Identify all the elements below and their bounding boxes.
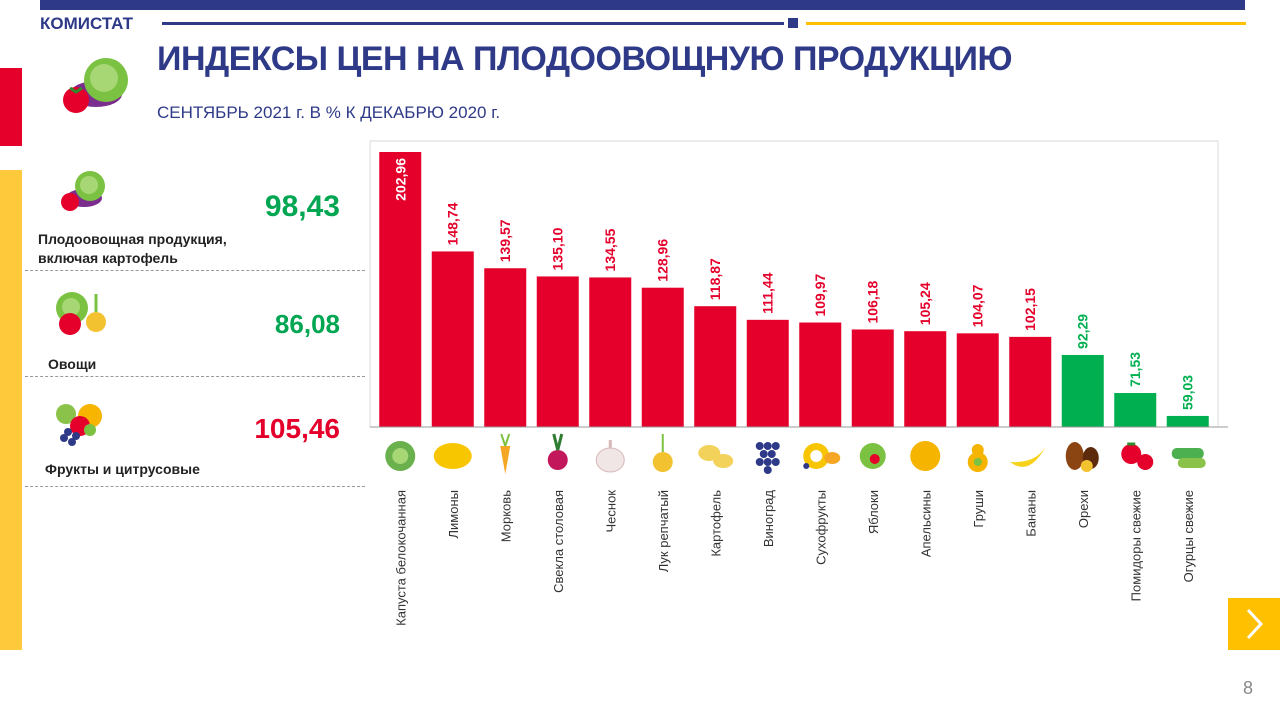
summary-value-vegetables: 86,08 [140,309,340,340]
data-label: 104,07 [970,284,986,327]
category-label: Сухофрукты [813,490,828,565]
data-label: 135,10 [550,227,566,270]
divider [25,376,365,377]
beet-icon [547,433,568,470]
category-label: Чеснок [603,490,618,533]
category-label: Морковь [498,490,513,542]
apple-icon [859,443,886,469]
accent-strip-yellow [0,170,22,650]
grapes-icon [755,442,780,474]
summary-value-fruits: 105,46 [140,413,340,445]
summary-label-vegetables: Овощи [48,356,97,372]
category-label: Орехи [1076,490,1091,528]
category-label: Лимоны [446,490,461,538]
summary-label-line: Плодоовощная продукция, [38,231,227,247]
bar [1114,393,1157,427]
fruits-icon [56,404,102,446]
page-title: ИНДЕКСЫ ЦЕН НА ПЛОДООВОЩНУЮ ПРОДУКЦИЮ [157,40,1013,78]
nuts-icon [1065,442,1099,472]
lemon-icon [433,443,472,469]
data-label: 111,44 [760,272,776,313]
divider [25,270,365,271]
summary-label-line: включая картофель [38,250,178,266]
vegetables-icon [63,58,128,113]
cucumber-icon [1171,448,1206,468]
bar [379,152,422,427]
data-label: 105,24 [917,282,933,325]
accent-strip-red [0,68,22,146]
page-number: 8 [1242,678,1253,698]
cabbage-icon [385,441,416,471]
page-subtitle: СЕНТЯБРЬ 2021 г. В % К ДЕКАБРЮ 2020 г. [157,103,501,122]
summary-value-text: 105,46 [254,413,340,444]
potato-icon [698,445,734,468]
data-label: 106,18 [865,280,881,323]
divider [25,486,365,487]
onion-icon [652,434,673,472]
summary-label-total: Плодоовощная продукция, включая картофел… [38,230,227,268]
bar [536,276,579,427]
bar [746,319,789,427]
summary-value-text: 98,43 [264,190,340,223]
data-label: 134,55 [602,228,618,271]
summary-value-total: 98,43 [140,190,340,224]
category-label: Бананы [1023,490,1038,537]
category-label: Помидоры свежие [1128,490,1143,601]
tomato-icon [1121,442,1154,470]
banana-icon [1010,442,1049,467]
data-label: 118,87 [707,258,723,300]
header-square [788,18,798,28]
bar [956,333,999,427]
data-label: 102,15 [1022,288,1038,331]
category-label: Яблоки [866,490,881,534]
bar [799,322,842,427]
data-label: 92,29 [1075,314,1091,349]
data-label: 109,97 [812,273,828,316]
category-label: Апельсины [918,490,933,557]
bar [694,306,737,427]
header-line-blue [162,22,784,25]
garlic-icon [595,440,625,473]
bar [589,277,632,427]
data-label: 148,74 [445,202,461,245]
pear-icon [967,444,988,472]
data-label: 128,96 [655,239,671,282]
bar [851,329,894,427]
summary-value-text: 86,08 [274,309,340,339]
data-label: 71,53 [1127,352,1143,387]
category-label: Огурцы свежие [1181,490,1196,582]
summary-label-fruits: Фрукты и цитрусовые [45,461,200,477]
bar [1061,354,1104,427]
carrot-icon [500,433,511,474]
category-label: Лук репчатый [656,490,671,572]
bar [904,331,947,427]
next-slide-button[interactable] [1228,598,1280,650]
header-line-yellow [806,22,1246,25]
top-bar [40,0,1245,10]
category-label: Картофель [708,490,723,557]
bar [641,287,684,427]
vegetables-icon [61,171,105,211]
category-label: Виноград [761,490,776,548]
bar [1166,415,1209,427]
data-label: 59,03 [1180,375,1196,410]
orange-icon [910,441,941,471]
vegetables-icon [56,292,106,335]
category-label: Капуста белокочанная [393,490,408,626]
brand-name: КОМИСТАТ [40,14,133,33]
bar [484,268,527,427]
data-label: 139,57 [497,219,513,262]
bar [431,251,474,427]
category-label: Свекла столовая [551,490,566,593]
category-label: Груши [971,490,986,528]
chevron-right-icon [1246,608,1264,640]
bar [1009,336,1052,427]
data-label: 202,96 [392,158,408,201]
dried-fruit-icon [803,443,841,469]
